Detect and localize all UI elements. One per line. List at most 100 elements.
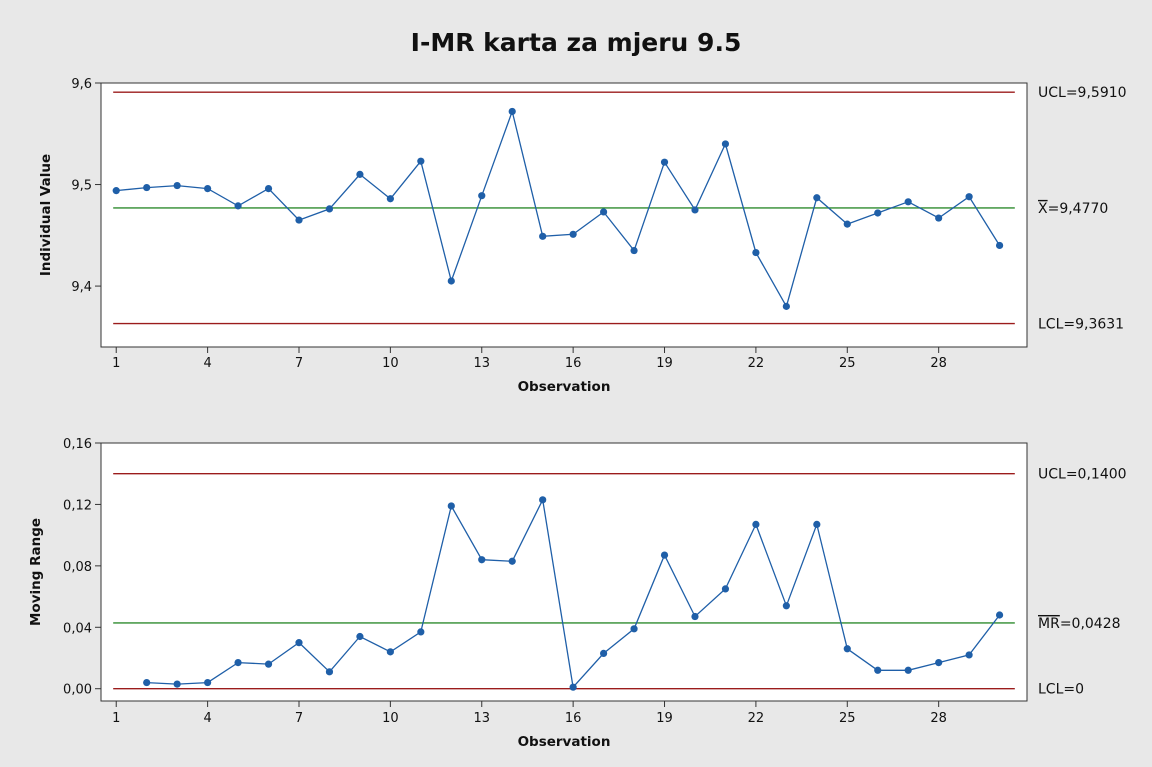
data-point — [721, 585, 730, 593]
data-point — [599, 649, 608, 657]
x-tick-label: 16 — [565, 356, 582, 371]
y-axis-title: Moving Range — [28, 518, 44, 626]
y-tick-label: 0,16 — [63, 437, 92, 452]
y-tick-label: 0,04 — [63, 621, 92, 636]
data-point — [204, 185, 212, 193]
lcl-label: LCL=0 — [1038, 682, 1084, 698]
data-point — [813, 194, 821, 202]
individuals-panel: 9,4 9,5 9,6 1 4 7 10 13 16 19 22 25 28 Observation Ind… — [38, 77, 1127, 395]
moving-range-panel: 0,00 0,04 0,08 0,12 0,16 1 4 7 10 13 16 19 22 25 28 Obs… — [28, 437, 1127, 750]
data-point — [264, 185, 273, 193]
data-point — [630, 625, 638, 633]
x-tick-label: 4 — [203, 356, 211, 371]
data-point — [508, 557, 516, 565]
data-point — [325, 205, 334, 213]
plot-area — [100, 442, 1028, 702]
y-axis-title: Individual Value — [38, 154, 54, 276]
data-point — [630, 246, 638, 255]
data-point — [173, 680, 181, 688]
lcl-label: LCL=9,3631 — [1038, 317, 1124, 333]
data-point — [904, 666, 912, 674]
y-tick-label: 9,4 — [71, 280, 92, 295]
center-line-value: =0,0428 — [1060, 616, 1121, 632]
chart-title: I-MR karta za mjeru 9.5 — [411, 28, 742, 57]
data-point — [112, 187, 120, 195]
data-point — [965, 651, 973, 659]
x-tick-label: 4 — [203, 711, 211, 726]
ucl-label: UCL=0,1400 — [1038, 467, 1127, 483]
x-tick-label: 1 — [112, 356, 120, 371]
center-line-symbol: X — [1038, 201, 1048, 217]
x-tick-label: 22 — [748, 356, 765, 371]
center-line-label: MR=0,0428 — [1038, 616, 1121, 632]
y-tick-label: 0,12 — [63, 498, 92, 513]
x-tick-label: 1 — [112, 711, 120, 726]
x-axis-title: Observation — [518, 379, 611, 395]
x-tick-label: 7 — [295, 356, 303, 371]
x-tick-label: 25 — [839, 356, 856, 371]
data-point — [264, 660, 273, 668]
data-point — [782, 602, 790, 610]
center-line-symbol: MR — [1038, 616, 1060, 632]
data-point — [143, 183, 151, 192]
data-point — [234, 202, 242, 210]
data-point — [569, 683, 577, 691]
data-point — [539, 232, 547, 240]
x-tick-label: 28 — [930, 711, 947, 726]
data-point — [325, 668, 334, 676]
plot-area — [100, 82, 1028, 348]
data-point — [965, 193, 973, 201]
data-point — [599, 208, 608, 216]
x-tick-label: 19 — [656, 711, 673, 726]
x-tick-label: 10 — [382, 356, 399, 371]
data-point — [478, 556, 486, 564]
data-point — [904, 198, 912, 206]
data-point — [447, 277, 455, 285]
data-point — [691, 612, 699, 621]
data-point — [752, 248, 760, 257]
series-line — [116, 109, 1001, 309]
data-point — [417, 157, 425, 165]
data-point — [782, 302, 790, 310]
data-point — [447, 502, 455, 510]
data-point — [752, 520, 760, 528]
data-point — [813, 520, 821, 528]
data-point — [295, 216, 303, 224]
data-point — [204, 678, 212, 687]
data-point — [935, 659, 943, 667]
data-point — [295, 639, 303, 647]
x-tick-label: 10 — [382, 711, 399, 726]
y-tick-label: 0,08 — [63, 560, 92, 575]
data-point — [508, 107, 516, 116]
x-tick-label: 13 — [473, 356, 490, 371]
x-tick-label: 16 — [565, 711, 582, 726]
data-point — [843, 645, 851, 653]
x-tick-label: 22 — [748, 711, 765, 726]
data-point — [995, 611, 1004, 619]
data-point — [386, 648, 394, 656]
data-point — [143, 678, 151, 687]
x-tick-label: 19 — [656, 356, 673, 371]
data-point — [843, 220, 851, 228]
x-axis-title: Observation — [518, 734, 611, 750]
data-point — [660, 158, 669, 166]
data-point — [173, 181, 181, 190]
data-point — [660, 551, 669, 559]
data-point — [356, 170, 364, 178]
ucl-label: UCL=9,5910 — [1038, 85, 1127, 101]
x-tick-label: 13 — [473, 711, 490, 726]
data-point — [539, 496, 547, 504]
data-point — [234, 659, 242, 667]
data-point — [478, 192, 486, 200]
center-line-value: =9,4770 — [1048, 201, 1109, 217]
data-point — [874, 666, 882, 674]
chart-panels: 9,4 9,5 9,6 1 4 7 10 13 16 19 22 25 28 Observation Ind… — [28, 77, 1127, 750]
data-point — [721, 140, 730, 148]
data-point — [691, 206, 699, 214]
y-tick-label: 9,5 — [71, 179, 92, 194]
x-tick-label: 28 — [930, 356, 947, 371]
data-point — [935, 214, 943, 222]
center-line-label: X=9,4770 — [1038, 201, 1108, 217]
